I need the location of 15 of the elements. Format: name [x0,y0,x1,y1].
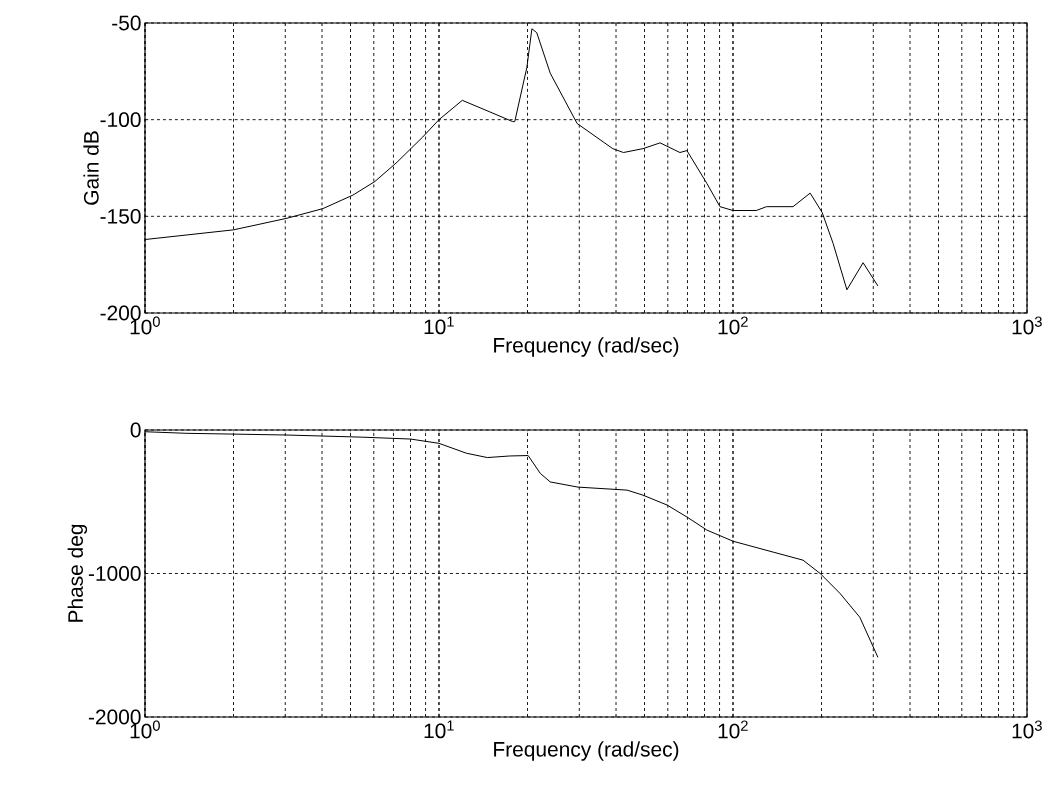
y-tick-label: 0 [130,422,141,438]
y-tick-label: -1000 [88,566,141,581]
x-tick-label: 10$^{3}$ [1012,316,1042,335]
x-tick-label: 10$^{3}$ [1012,720,1042,739]
y-axis-title: Phase deg [67,524,88,622]
x-tick-label: 10$^{2}$ [718,720,748,739]
y-tick-label: -150 [100,208,141,224]
x-axis-title: Frequency (rad/sec) [494,337,679,357]
y-tick-label: -100 [100,112,141,128]
x-tick-label: 10$^{2}$ [718,316,748,335]
y-tick-label: -50 [112,15,141,31]
x-tick-label: 10$^{1}$ [424,316,454,335]
y-axis-title: Gain dB [83,131,99,205]
x-tick-label: 10$^{1}$ [424,720,454,739]
x-axis-title: Frequency (rad/sec) [494,741,679,761]
